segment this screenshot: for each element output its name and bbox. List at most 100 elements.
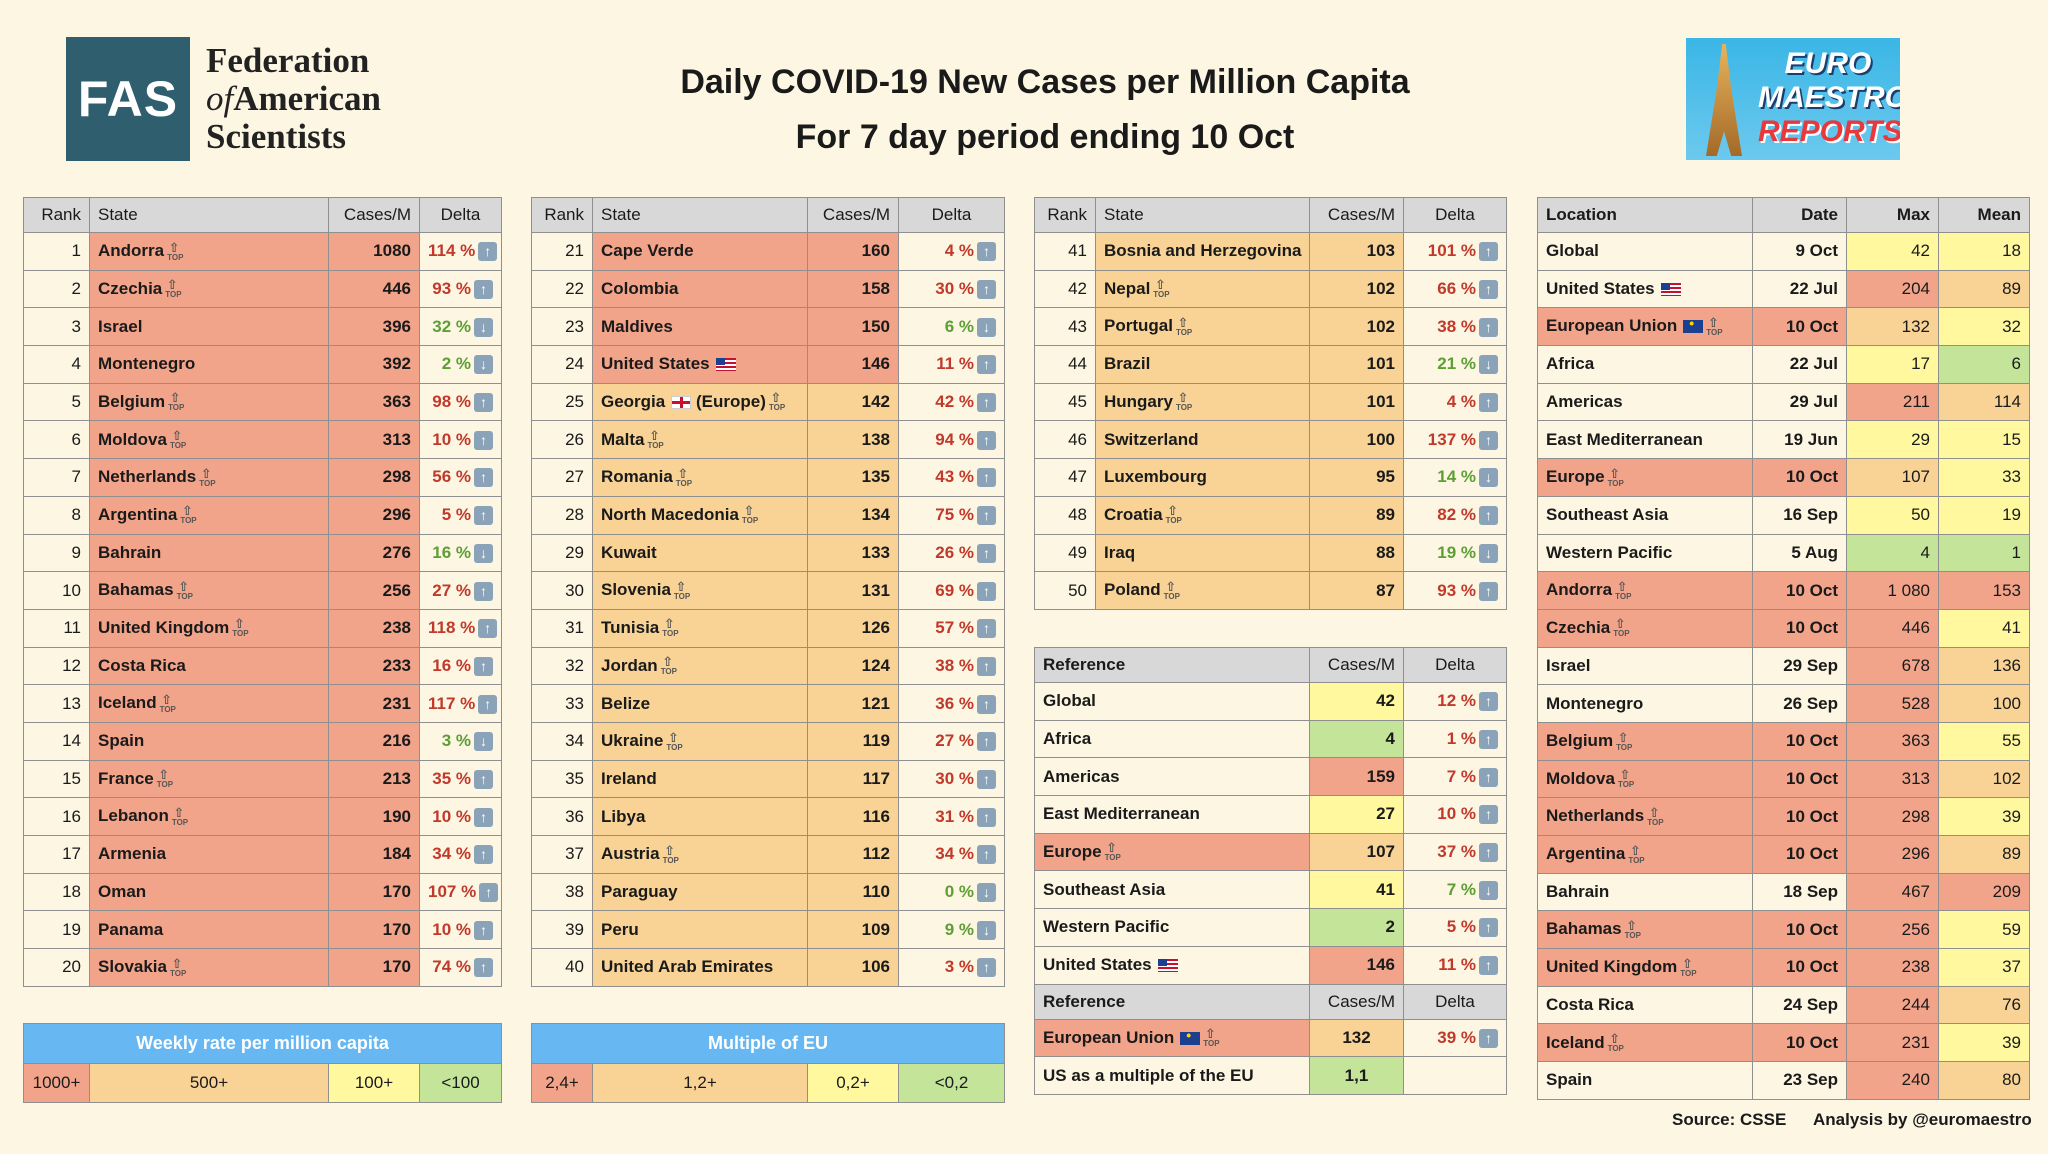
table-row: 20 Slovakia ⇧ TOP 170 74 % ↑ <box>23 948 502 987</box>
top-label: TOP <box>666 742 683 752</box>
max-cell: 29 <box>1846 420 1939 460</box>
rank-cell: 15 <box>23 759 90 799</box>
delta-value: 30 % <box>935 768 974 788</box>
delta-cell: 2 % ↓ <box>419 345 502 384</box>
reference-row: Western Pacific 2 5 % ↑ <box>1034 908 1507 947</box>
table-row: 17 Armenia 184 34 % ↑ <box>23 835 502 874</box>
cases-cell: 238 <box>328 608 420 648</box>
state-cell: Bahamas ⇧ TOP <box>1537 910 1753 950</box>
delta-cell: 26 % ↑ <box>898 533 1005 573</box>
top-label: TOP <box>1647 817 1664 827</box>
max-cell: 363 <box>1846 721 1939 761</box>
top-label: TOP <box>167 252 184 262</box>
delta-value: 117 % <box>428 693 476 713</box>
state-cell: Andorra ⇧ TOP <box>89 232 329 271</box>
max-cell: 107 <box>1846 458 1939 497</box>
max-cell: 1 080 <box>1846 571 1939 610</box>
top-arrow-glyph: ⇧ <box>166 277 178 293</box>
table-header-row: Reference Cases/M Delta <box>1034 647 1507 683</box>
col-cases: Cases/M <box>1309 197 1404 233</box>
cases-cell: 233 <box>328 646 420 686</box>
top-arrow-icon: ⇧ TOP <box>167 241 184 262</box>
legend-weekly-1000: 1000+ <box>23 1063 90 1103</box>
max-cell: 296 <box>1846 835 1939 874</box>
ref-col-delta: Delta <box>1403 647 1507 683</box>
state-cell: Andorra ⇧ TOP <box>1537 571 1753 610</box>
delta-cell: 35 % ↑ <box>419 759 502 799</box>
table-row: 5 Belgium ⇧ TOP 363 98 % ↑ <box>23 382 502 422</box>
rank-cell: 7 <box>23 458 90 497</box>
table-row: 44 Brazil 101 21 % ↓ <box>1034 345 1507 384</box>
location-row: Global 9 Oct 42 18 <box>1537 232 2030 271</box>
cases-cell: 160 <box>807 232 899 271</box>
max-cell: 17 <box>1846 345 1939 384</box>
up-arrow-icon: ↑ <box>1479 767 1498 787</box>
down-arrow-icon: ↓ <box>474 543 493 563</box>
up-arrow-icon: ↑ <box>977 845 996 865</box>
delta-value: 42 % <box>935 392 974 412</box>
state-name: United States <box>601 354 710 374</box>
state-name: Africa <box>1043 729 1092 749</box>
cases-cell: 446 <box>328 269 420 309</box>
euro-logo-line3: REPORTS <box>1758 115 1900 148</box>
state-name: Armenia <box>98 844 167 864</box>
cases-cell: 131 <box>807 571 899 610</box>
up-arrow-icon: ↑ <box>474 656 493 676</box>
top-label: TOP <box>741 516 759 526</box>
table-row: 2 Czechia ⇧ TOP 446 93 % ↑ <box>23 269 502 309</box>
delta-value: 4 % <box>1446 392 1476 412</box>
ref-cases-cell: 107 <box>1309 832 1404 872</box>
page-title: Daily COVID-19 New Cases per Million Cap… <box>680 63 1410 101</box>
reference-row: Global 42 12 % ↑ <box>1034 682 1507 721</box>
delta-cell: 9 % ↓ <box>898 910 1005 950</box>
table-row: 12 Costa Rica 233 16 % ↑ <box>23 646 502 686</box>
top-arrow-glyph: ⇧ <box>1626 917 1638 933</box>
max-cell: 240 <box>1846 1061 1939 1100</box>
location-row: Netherlands ⇧ TOP 10 Oct 298 39 <box>1537 797 2030 836</box>
col-delta: Delta <box>419 197 502 233</box>
top-arrow-icon: ⇧ TOP <box>647 429 663 450</box>
state-cell: United Kingdom ⇧ TOP <box>1537 948 1753 987</box>
delta-cell: 31 % ↑ <box>898 797 1005 836</box>
table-row: 25 Georgia (Europe) ⇧ TOP 142 42 % ↑ <box>531 382 1005 422</box>
rank-cell: 33 <box>531 684 593 723</box>
cases-cell: 89 <box>1309 495 1404 535</box>
rank-cell: 30 <box>531 571 593 610</box>
state-name: Spain <box>1546 1070 1593 1090</box>
max-cell: 298 <box>1846 797 1939 836</box>
up-arrow-icon: ↑ <box>977 619 996 639</box>
top-arrow-icon: ⇧ TOP <box>662 617 678 638</box>
cases-cell: 102 <box>1309 307 1404 347</box>
delta-value: 26 % <box>935 542 974 562</box>
cases-cell: 190 <box>328 797 420 836</box>
delta-value: 56 % <box>432 467 471 487</box>
table-row: 3 Israel 396 32 % ↓ <box>23 307 502 347</box>
date-cell: 22 Jul <box>1752 345 1847 384</box>
delta-value: 36 % <box>935 693 974 713</box>
rank-cell: 23 <box>531 307 593 347</box>
cases-cell: 88 <box>1309 533 1404 573</box>
state-cell: Georgia (Europe) ⇧ TOP <box>592 382 808 422</box>
state-name: Maldives <box>601 316 673 336</box>
table-row: 8 Argentina ⇧ TOP 296 5 % ↑ <box>23 495 502 535</box>
delta-cell: 1 % ↑ <box>1403 719 1507 759</box>
up-arrow-icon: ↑ <box>977 769 996 789</box>
delta-cell: 16 % ↓ <box>419 533 502 573</box>
delta-value: 35 % <box>432 768 471 788</box>
state-cell: Montenegro <box>1537 684 1753 723</box>
delta-value: 11 % <box>936 354 974 374</box>
state-cell: Tunisia ⇧ TOP <box>592 608 808 648</box>
top-arrow-icon: ⇧ TOP <box>1176 391 1192 412</box>
state-cell: Czechia ⇧ TOP <box>89 269 329 309</box>
delta-cell: 4 % ↑ <box>898 232 1005 271</box>
up-arrow-icon: ↑ <box>1479 843 1498 863</box>
delta-value: 7 % <box>1446 766 1476 786</box>
location-row: East Mediterranean 19 Jun 29 15 <box>1537 420 2030 460</box>
reference-multiple-row: US as a multiple of the EU 1,1 <box>1034 1056 1507 1095</box>
delta-cell: 56 % ↑ <box>419 458 502 497</box>
delta-cell: 98 % ↑ <box>419 382 502 422</box>
state-name: United Kingdom <box>1546 957 1678 977</box>
state-cell: Brazil <box>1095 345 1310 384</box>
